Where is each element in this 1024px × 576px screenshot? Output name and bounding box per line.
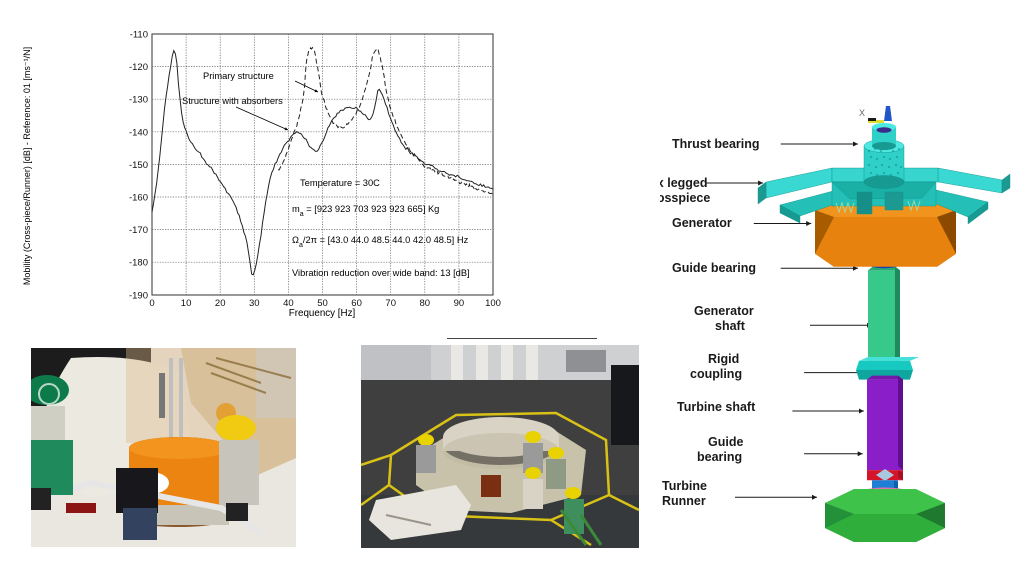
svg-text:-170: -170 (129, 225, 148, 236)
svg-text:70: 70 (385, 298, 396, 309)
svg-text:Vibration reduction over wide: Vibration reduction over wide band: 13 [… (292, 268, 470, 278)
svg-text:Ωa/2π = [43.0 44.0 48.5 44.: Ωa/2π = [43.0 44.0 48.5 44.0 42.0 48.5] … (292, 235, 469, 249)
svg-text:bearing: bearing (697, 450, 742, 464)
svg-text:Generator: Generator (672, 216, 732, 230)
svg-text:90: 90 (454, 298, 465, 309)
svg-text:Thrust bearing: Thrust bearing (672, 137, 760, 151)
svg-text:Structure with absorbers: Structure with absorbers (182, 96, 283, 106)
svg-text:-120: -120 (129, 62, 148, 73)
svg-text:0: 0 (149, 298, 154, 309)
svg-text:Runner: Runner (662, 494, 706, 508)
svg-text:ma = [923 923 703 923 923 665]: ma = [923 923 703 923 923 665] Kg (292, 204, 439, 218)
svg-text:-180: -180 (129, 258, 148, 269)
svg-text:Frequency [Hz]: Frequency [Hz] (289, 308, 356, 319)
svg-text:Turbine shaft: Turbine shaft (677, 400, 756, 414)
svg-text:80: 80 (420, 298, 431, 309)
svg-text:Guide bearing: Guide bearing (672, 261, 756, 275)
svg-text:coupling: coupling (690, 367, 742, 381)
svg-text:Guide: Guide (708, 435, 743, 449)
svg-text:Mobility (Cross-piece/Runner): Mobility (Cross-piece/Runner) [dB] - Ref… (22, 47, 32, 285)
svg-text:-110: -110 (130, 30, 148, 41)
svg-text:shaft: shaft (715, 319, 746, 333)
svg-text:20: 20 (215, 298, 226, 309)
svg-text:Rigid: Rigid (708, 352, 739, 366)
svg-text:X: X (859, 108, 865, 118)
svg-text:Generator: Generator (694, 304, 754, 318)
svg-text:crosspiece: crosspiece (660, 191, 710, 205)
svg-text:10: 10 (181, 298, 192, 309)
svg-text:Turbine: Turbine (662, 479, 707, 493)
svg-text:-140: -140 (129, 127, 148, 138)
svg-text:-130: -130 (129, 95, 148, 106)
svg-text:100: 100 (485, 298, 501, 309)
svg-text:Temperature = 30C: Temperature = 30C (300, 178, 380, 188)
svg-text:-150: -150 (129, 160, 148, 171)
svg-text:30: 30 (249, 298, 260, 309)
svg-text:-160: -160 (129, 193, 148, 204)
svg-text:Six legged: Six legged (660, 176, 708, 190)
svg-text:-190: -190 (129, 290, 148, 301)
svg-text:Primary structure: Primary structure (203, 71, 274, 81)
